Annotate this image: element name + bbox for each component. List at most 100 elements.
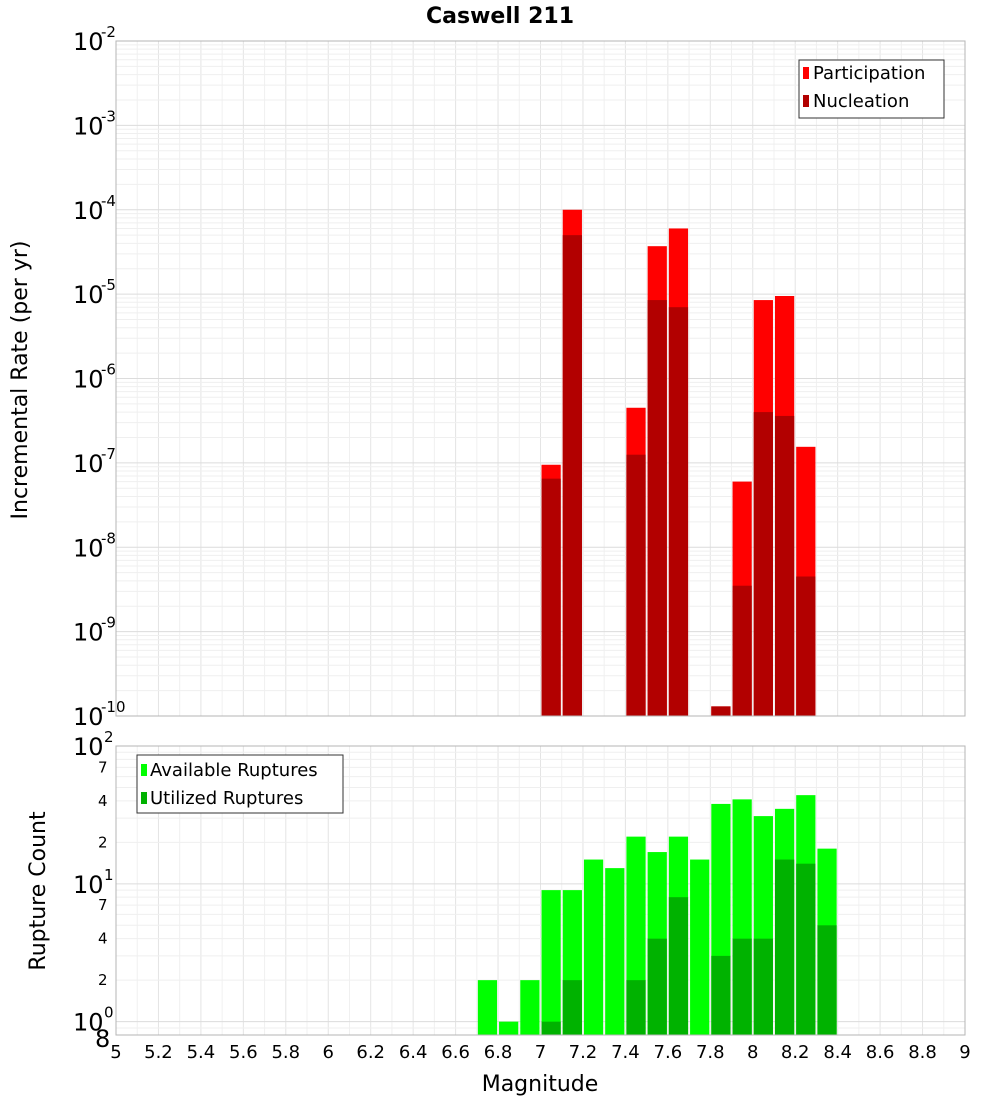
y-tick-exponent: -9: [101, 614, 116, 632]
y-tick-exponent: 2: [104, 728, 114, 746]
y-tick-base: 10: [73, 197, 104, 225]
legend-label-available: Available Ruptures: [150, 760, 318, 781]
top-legend-box: [798, 59, 945, 119]
bar-available-ruptures: [477, 980, 498, 1035]
top-legend: Participation Nucleation: [798, 59, 945, 119]
bar-nucleation: [647, 300, 667, 716]
x-tick-label: 8.8: [908, 1042, 937, 1063]
x-tick-label: 5.8: [271, 1042, 300, 1063]
y-tick-base: 10: [73, 703, 104, 731]
y-tick-exponent: -10: [101, 698, 126, 716]
bar-nucleation: [774, 415, 795, 716]
bar-nucleation: [753, 412, 773, 716]
y-tick-label: 10-6: [73, 361, 116, 394]
y-tick-label: 10-5: [73, 276, 116, 309]
legend-swatch-available: [141, 764, 147, 776]
top-bars: [541, 209, 816, 716]
bar-nucleation: [711, 706, 731, 716]
bottom-plot-border: [115, 745, 966, 1036]
y-tick-exponent: 0: [104, 1004, 114, 1022]
y-tick-base: 10: [73, 112, 104, 140]
bar-utilized-ruptures: [774, 859, 795, 1035]
bar-utilized-ruptures: [753, 938, 773, 1035]
top-y-axis-label: Incremental Rate (per yr): [8, 241, 33, 520]
bar-nucleation: [562, 235, 582, 716]
bar-utilized-ruptures: [817, 925, 837, 1035]
y-tick-label: 10-8: [73, 529, 116, 562]
bar-nucleation: [668, 307, 689, 716]
y-tick-exponent: -2: [101, 23, 116, 41]
y-minor-tick-label: 2: [98, 971, 108, 989]
y-tick-exponent: 1: [104, 866, 114, 884]
bar-utilized-ruptures: [796, 863, 816, 1035]
bar-utilized-ruptures: [732, 938, 752, 1035]
top-grid: [115, 41, 966, 717]
y-tick-label: 10 1: [73, 866, 114, 899]
legend-swatch-utilized: [141, 792, 147, 804]
bar-nucleation: [626, 454, 646, 716]
bar-nucleation: [796, 576, 816, 716]
y-tick-label: 10 2: [73, 728, 114, 761]
y-tick-label: 10-3: [73, 107, 116, 140]
y-tick-label: 10-7: [73, 445, 116, 478]
y-tick-base: 10: [73, 450, 104, 478]
x-tick-label: 6.6: [441, 1042, 470, 1063]
x-tick-label: 6: [323, 1042, 334, 1063]
top-plot-border: [115, 40, 966, 717]
bottom-legend: Available Ruptures Utilized Ruptures: [136, 754, 344, 814]
y-tick-exponent: -7: [101, 445, 116, 463]
y-tick-base: 10: [73, 619, 104, 647]
y-tick-base: 10: [73, 366, 104, 394]
bar-available-ruptures: [499, 1021, 519, 1035]
y-tick-label: 10-4: [73, 192, 116, 225]
bar-available-ruptures: [605, 868, 625, 1035]
x-ticks: 5 5.2 5.4 5.6 5.8 6 6.2 6.4 6.6 6.8 7 7.2 7.4 7.6 7.8 8…: [110, 1042, 970, 1063]
bar-available-ruptures: [690, 859, 710, 1035]
y-tick-label: 10-9: [73, 614, 116, 647]
x-tick-label: 7: [535, 1042, 546, 1063]
bar-nucleation: [732, 585, 752, 716]
bar-available-ruptures: [583, 859, 604, 1035]
y-minor-tick-label: 2: [98, 833, 108, 851]
x-tick-label: 5.6: [229, 1042, 258, 1063]
x-tick-label: 7.2: [569, 1042, 598, 1063]
bar-available-ruptures: [520, 980, 540, 1035]
bar-utilized-ruptures: [562, 980, 582, 1035]
y-tick-exponent: -5: [101, 276, 116, 294]
x-tick-label: 5.4: [187, 1042, 216, 1063]
x-tick-label: 5: [110, 1042, 121, 1063]
x-tick-label: 6.8: [484, 1042, 513, 1063]
y-minor-tick-label: 4: [98, 930, 108, 948]
y-tick-label: 10-2: [73, 23, 116, 56]
bar-utilized-ruptures: [541, 1021, 561, 1035]
y-tick-base: 10: [73, 281, 104, 309]
bar-utilized-ruptures: [711, 955, 731, 1035]
y-tick-exponent: -4: [101, 192, 116, 210]
x-tick-label: 8: [747, 1042, 758, 1063]
x-tick-label: 7.6: [654, 1042, 683, 1063]
legend-label-nucleation: Nucleation: [813, 91, 909, 112]
x-tick-label: 9: [959, 1042, 970, 1063]
x-tick-label: 8.2: [781, 1042, 810, 1063]
y-tick-base: 10: [73, 871, 104, 899]
legend-swatch-participation: [803, 67, 809, 79]
x-axis-label: Magnitude: [482, 1072, 599, 1097]
x-tick-label: 7.8: [696, 1042, 725, 1063]
bottom-bars: [477, 795, 837, 1035]
bar-available-ruptures: [541, 890, 561, 1035]
y-tick-base: 10: [73, 1009, 104, 1037]
x-tick-label: 7.4: [611, 1042, 640, 1063]
x-tick-label: 8.6: [866, 1042, 895, 1063]
legend-label-participation: Participation: [813, 63, 925, 84]
y-minor-tick-label: 7: [98, 758, 108, 776]
x-tick-label: 6.2: [356, 1042, 385, 1063]
bar-utilized-ruptures: [626, 980, 646, 1035]
y-tick-exponent: -8: [101, 529, 116, 547]
chart-title: Caswell 211: [426, 4, 574, 29]
y-tick-base: 10: [73, 534, 104, 562]
x-tick-label: 8.4: [823, 1042, 852, 1063]
